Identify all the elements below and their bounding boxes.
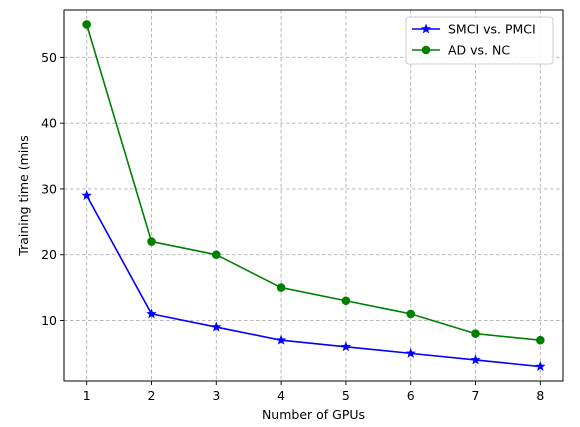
x-tick-label: 1 (83, 388, 91, 403)
legend-label: AD vs. NC (448, 43, 510, 58)
data-point-series-1 (340, 341, 352, 352)
series-line-1 (85, 195, 541, 368)
x-tick-label: 3 (212, 388, 220, 403)
y-tick-label: 30 (41, 181, 57, 196)
data-point-series-2 (211, 250, 221, 260)
data-point-series-2 (276, 283, 286, 292)
legend-marker (420, 23, 432, 34)
data-point-series-2 (536, 335, 545, 345)
data-point-series-1 (535, 361, 546, 371)
legend-box (405, 16, 554, 65)
y-tick-label: 50 (41, 50, 57, 65)
x-tick-label: 7 (472, 388, 480, 403)
data-point-series-1 (405, 347, 416, 358)
x-tick-label: 6 (407, 388, 415, 403)
data-point-series-2 (147, 237, 156, 246)
x-tick-label: 4 (277, 388, 285, 403)
y-axis-label: Training time (mins (16, 135, 31, 256)
data-point-series-2 (471, 329, 480, 338)
x-axis: 1 2 3 4 5 6 7 8 (83, 381, 544, 403)
y-tick-label: 20 (41, 247, 57, 262)
y-tick-label: 40 (41, 116, 57, 131)
legend-marker (421, 45, 431, 55)
data-point-series-1 (211, 321, 222, 332)
y-axis: 10 20 30 40 50 (41, 50, 64, 328)
data-point-series-1 (81, 190, 92, 200)
data-point-series-1 (470, 354, 481, 365)
data-point-series-2 (406, 309, 416, 319)
y-tick-label: 10 (41, 313, 57, 328)
series-markers (81, 20, 546, 371)
data-point-series-1 (146, 308, 157, 319)
series-lines (85, 24, 541, 368)
data-point-series-1 (275, 334, 287, 345)
legend: SMCI vs. PMCI AD vs. NC (405, 16, 554, 65)
x-tick-label: 5 (342, 388, 350, 403)
series-line-2 (85, 24, 541, 342)
data-point-series-2 (341, 296, 351, 306)
plot-area-frame (63, 9, 564, 382)
x-tick-label: 2 (148, 388, 156, 403)
x-axis-label: Number of GPUs (262, 407, 365, 422)
data-point-series-2 (82, 20, 91, 29)
legend-label: SMCI vs. PMCI (448, 22, 536, 37)
x-tick-label: 8 (536, 388, 544, 403)
grid-lines (64, 10, 563, 381)
